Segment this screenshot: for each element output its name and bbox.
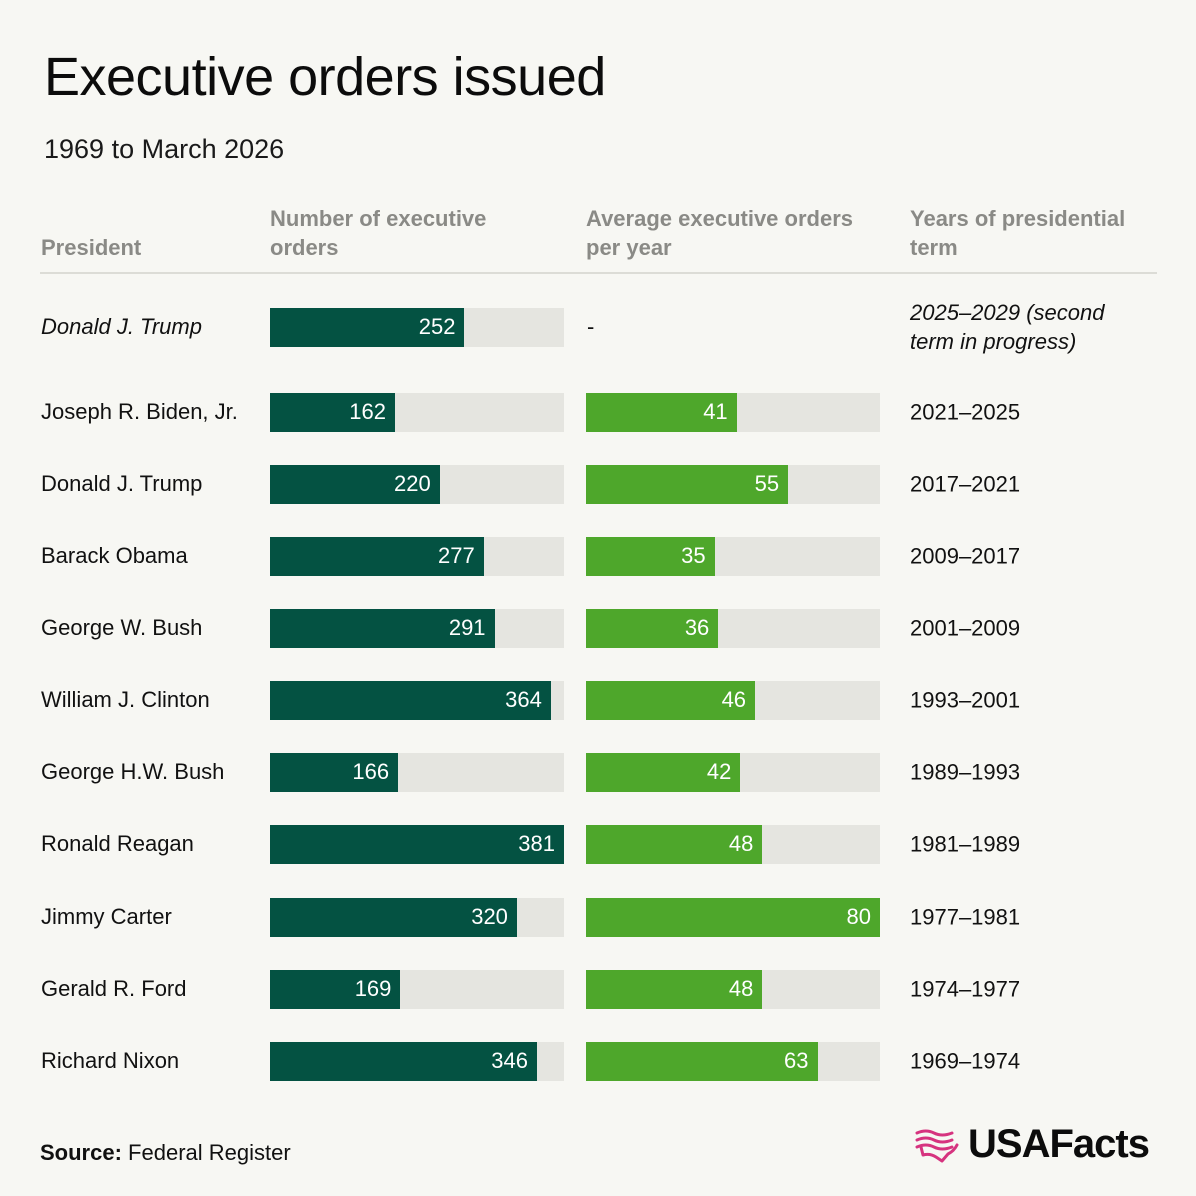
count-bar: 220 [270, 464, 440, 504]
count-bar-track: 346 [270, 1041, 564, 1081]
chart-title: Executive orders issued [44, 47, 606, 107]
avg-bar: 41 [586, 392, 737, 432]
count-bar: 291 [270, 608, 495, 648]
header-president: President [41, 235, 142, 260]
avg-bar: 48 [586, 824, 763, 864]
avg-bar-track: 63 [586, 1041, 880, 1081]
row-term-years: 2009–2017 [910, 543, 1021, 569]
count-bar-track: 364 [270, 680, 564, 720]
count-bar-label: 381 [518, 831, 555, 856]
avg-bar-label: 63 [784, 1048, 809, 1073]
count-bar-label: 291 [448, 615, 486, 640]
avg-bar-label: 55 [754, 471, 780, 496]
row-president-name: George H.W. Bush [41, 759, 225, 784]
avg-bar: 48 [586, 969, 763, 1009]
count-bar: 277 [270, 536, 484, 576]
count-bar-track: 169 [270, 969, 564, 1009]
count-bar: 252 [270, 307, 465, 347]
count-bar: 320 [270, 897, 517, 937]
count-bar-track: 291 [270, 608, 564, 648]
count-bar-track: 252 [270, 307, 564, 347]
avg-bar-track: 48 [586, 969, 880, 1009]
row-president-name: Ronald Reagan [41, 831, 194, 856]
count-bar-track: 220 [270, 464, 564, 504]
avg-bar-track: 55 [586, 464, 880, 504]
count-bar: 364 [270, 680, 551, 720]
avg-bar-label: 48 [728, 976, 754, 1001]
avg-bar-track: 48 [586, 824, 880, 864]
count-bar-label: 252 [418, 314, 456, 339]
count-bar-track: 320 [270, 897, 564, 937]
avg-bar-track: 36 [586, 608, 880, 648]
row-president-name: Jimmy Carter [41, 904, 172, 929]
row-term-years: 1974–1977 [910, 976, 1021, 1002]
count-bar-label: 220 [394, 471, 431, 496]
count-bar: 162 [270, 392, 395, 432]
row-term-years: 2001–2009 [910, 615, 1021, 641]
row-president-name: William J. Clinton [41, 687, 210, 712]
row-term-years: 2017–2021 [910, 471, 1021, 497]
usafacts-flag-icon [915, 1129, 959, 1162]
usafacts-logo: USAFacts [914, 1122, 1150, 1167]
row-term-years: 1989–1993 [910, 759, 1021, 785]
avg-bar: 42 [586, 752, 741, 792]
avg-bar: 80 [586, 897, 880, 937]
row-president-name: Donald J. Trump [41, 314, 202, 339]
row-term-years: 1969–1974 [910, 1048, 1021, 1074]
count-bar-label: 346 [491, 1048, 528, 1073]
row-president-name: Richard Nixon [41, 1048, 180, 1073]
avg-bar: 63 [586, 1041, 818, 1081]
avg-bar-label: 42 [706, 759, 732, 784]
row-term-years: 2025–2029 (second term in progress) [910, 300, 1105, 354]
avg-bar-track: 35 [586, 536, 880, 576]
count-bar: 166 [270, 752, 399, 792]
avg-bar: 35 [586, 536, 715, 576]
avg-bar: 36 [586, 608, 719, 648]
count-bar-label: 320 [471, 904, 508, 929]
header-years: Years of presidential term [910, 206, 1126, 260]
avg-bar-label: 80 [846, 904, 871, 929]
row-president-name: Barack Obama [41, 543, 188, 568]
count-bar-label: 162 [349, 399, 386, 424]
count-bar-label: 169 [354, 976, 392, 1001]
avg-bar-label: 48 [728, 831, 754, 856]
avg-bar-track: 41 [586, 392, 880, 432]
avg-bar-label: 41 [703, 399, 728, 424]
count-bar: 169 [270, 969, 401, 1009]
count-bar-track: 162 [270, 392, 564, 432]
row-president-name: George W. Bush [41, 615, 203, 640]
row-term-years: 1981–1989 [910, 831, 1021, 857]
count-bar-track: 381 [270, 824, 564, 864]
row-president-name: Joseph R. Biden, Jr. [41, 399, 238, 424]
row-term-years: 1977–1981 [910, 904, 1021, 930]
count-bar-label: 166 [352, 759, 390, 784]
avg-bar-label: 36 [684, 615, 710, 640]
avg-bar: 55 [586, 464, 789, 504]
avg-bar: 46 [586, 680, 756, 720]
count-bar-track: 277 [270, 536, 564, 576]
count-bar: 346 [270, 1041, 537, 1081]
row-president-name: Donald J. Trump [41, 471, 203, 496]
source-text: Federal Register [128, 1140, 291, 1165]
count-bar-label: 364 [505, 687, 542, 712]
avg-missing-label: - [587, 314, 595, 339]
count-bar-label: 277 [438, 543, 475, 568]
row-term-years: 2021–2025 [910, 399, 1021, 425]
header-avg: Average executive orders per year [586, 206, 853, 260]
chart-subtitle: 1969 to March 2026 [44, 134, 285, 164]
source-label: Source: [40, 1140, 122, 1165]
avg-bar-track: 42 [586, 752, 880, 792]
avg-bar-track: 80 [586, 897, 880, 937]
header-count: Number of executive orders [270, 206, 487, 260]
logo-text: USAFacts [968, 1122, 1150, 1166]
count-bar: 381 [270, 824, 564, 864]
row-president-name: Gerald R. Ford [41, 976, 187, 1001]
avg-bar-label: 35 [681, 543, 706, 568]
row-term-years: 1993–2001 [910, 687, 1021, 713]
count-bar-track: 166 [270, 752, 564, 792]
avg-bar-label: 46 [721, 687, 747, 712]
header-divider [40, 272, 1157, 274]
source-note: Source: Federal Register [40, 1140, 291, 1166]
avg-bar-track: 46 [586, 680, 880, 720]
